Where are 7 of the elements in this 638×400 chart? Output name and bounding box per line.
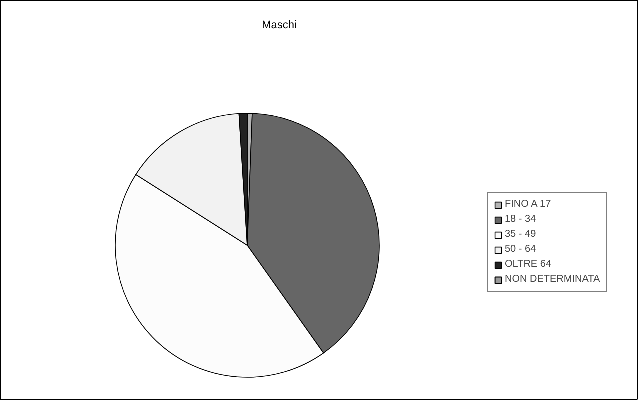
legend-label: 35 - 49 [505, 229, 536, 240]
legend-label: 18 - 34 [505, 214, 536, 225]
legend-label: OLTRE 64 [505, 259, 552, 270]
legend-label: 50 - 64 [505, 244, 536, 255]
chart-title: Maschi [262, 20, 297, 32]
legend-label: NON DETERMINATA [505, 274, 600, 285]
legend-label: FINO A 17 [505, 199, 552, 210]
